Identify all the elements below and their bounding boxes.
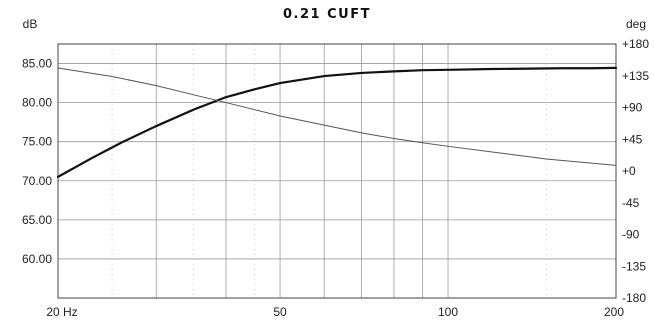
right-axis-unit: deg [626,17,646,31]
x-tick-label: 100 [438,305,458,319]
left-y-tick-label: 80.00 [22,96,52,110]
right-y-tick-label: -180 [622,291,646,305]
x-tick-label: 50 [273,305,287,319]
magnitude-series-line [56,66,618,178]
right-y-tick-label: -135 [622,259,646,273]
right-y-tick-label: -90 [622,228,640,242]
chart-title: 0.21 CUFT [283,7,371,22]
right-y-tick-label: -45 [622,196,640,210]
right-y-tick-label: +0 [622,164,636,178]
left-y-tick-label: 70.00 [22,174,52,188]
right-y-tick-label: +135 [622,69,649,83]
axis-labels: 20 Hz 50 100 200 85.00 80.00 75.00 70.00 65.00 60… [22,37,649,319]
right-y-tick-label: +180 [622,37,649,51]
left-y-tick-label: 75.00 [22,135,52,149]
left-axis-unit: dB [23,17,38,31]
left-y-tick-label: 85.00 [22,57,52,71]
grid [57,44,617,298]
left-y-tick-label: 65.00 [22,213,52,227]
plot-frame [57,43,617,299]
right-y-tick-label: +45 [622,132,643,146]
left-y-tick-label: 60.00 [22,252,52,266]
x-tick-label: 200 [604,305,624,319]
x-tick-label: 20 Hz [46,305,77,319]
phase-series-line [57,67,617,166]
right-y-tick-label: +90 [622,101,643,115]
series-group [56,66,618,178]
